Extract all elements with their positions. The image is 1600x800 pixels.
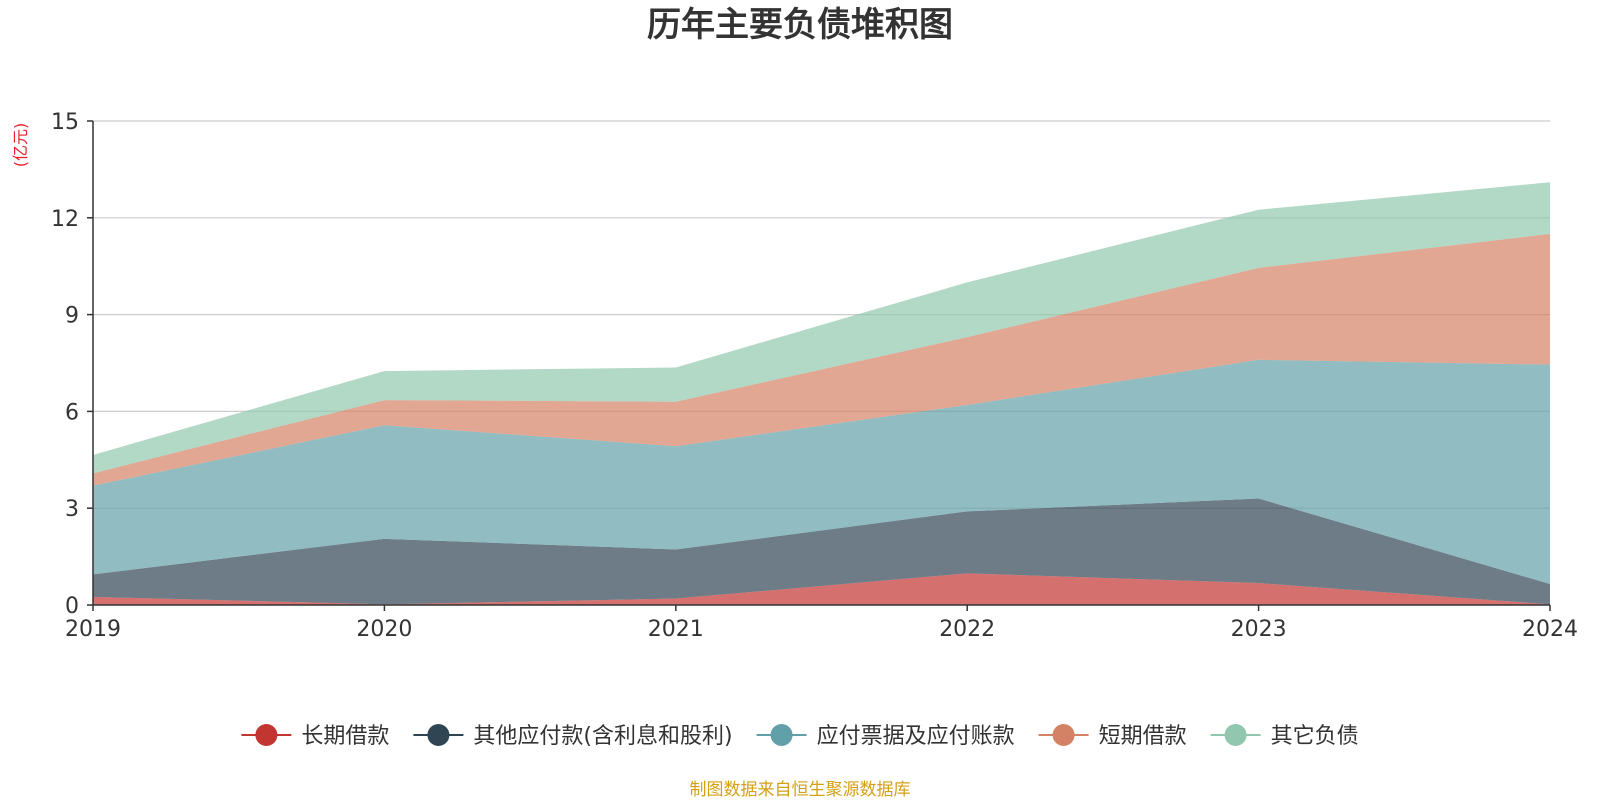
legend-item-长期借款[interactable]: 长期借款 [241,724,389,749]
x-axis-ticks: 2019 2020 2021 2022 2023 2024 [65,605,1578,642]
data-source-note: 制图数据来自恒生聚源数据库 [690,780,911,800]
legend-label: 短期借款 [1099,724,1187,749]
legend-item-应付票据及应付账款[interactable]: 应付票据及应付账款 [756,724,1015,749]
y-axis-ticks: 0 3 6 9 12 15 [51,110,93,619]
legend-item-其它负债[interactable]: 其它负债 [1210,724,1359,749]
legend-item-短期借款[interactable]: 短期借款 [1038,724,1187,749]
x-tick-label: 2024 [1522,617,1578,642]
legend-circle-marker [1052,724,1075,746]
legend-circle-marker [427,724,450,746]
legend: 长期借款 其他应付款(含利息和股利) 应付票据及应付账款 短期借款 其它负债 [241,724,1359,749]
y-tick-label: 15 [51,110,79,135]
y-tick-label: 9 [65,304,79,329]
axes [92,121,1550,606]
legend-label: 长期借款 [301,724,389,749]
legend-circle-marker [1224,724,1247,746]
y-tick-label: 0 [65,594,79,619]
legend-circle-marker [770,724,793,746]
y-tick-label: 12 [51,207,79,232]
y-tick-label: 6 [65,400,79,425]
area-series-其他应付款(含利息和股利) [93,498,1550,605]
area-series-group [93,182,1550,605]
legend-label: 应付票据及应付账款 [817,724,1015,749]
x-tick-label: 2023 [1231,617,1287,642]
area-series-其它负债 [93,182,1550,474]
legend-circle-marker [255,724,278,746]
legend-label: 其它负债 [1271,724,1359,749]
y-axis-unit-label: (亿元) [11,123,30,168]
legend-label: 其他应付款(含利息和股利) [473,724,732,749]
y-tick-label: 3 [65,497,79,522]
chart-title: 历年主要负债堆积图 [647,5,953,45]
area-series-短期借款 [93,233,1550,486]
x-tick-label: 2019 [65,617,121,642]
x-tick-label: 2021 [648,617,704,642]
area-series-应付票据及应付账款 [93,359,1550,585]
legend-item-其他应付款(含利息和股利)[interactable]: 其他应付款(含利息和股利) [413,724,733,749]
x-tick-label: 2020 [356,617,412,642]
x-tick-label: 2022 [939,617,995,642]
area-series-长期借款 [93,573,1550,605]
